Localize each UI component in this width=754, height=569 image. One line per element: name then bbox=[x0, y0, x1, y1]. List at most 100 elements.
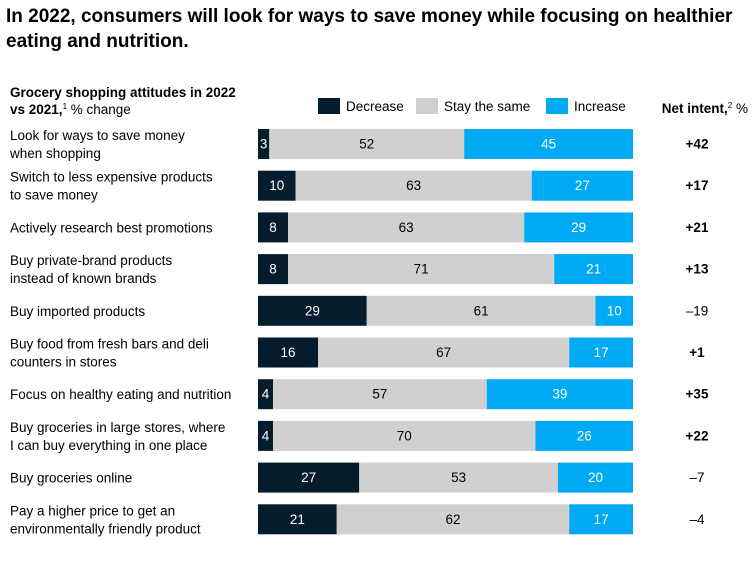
bar-segment-decrease bbox=[258, 254, 288, 285]
bar-segment-decrease bbox=[258, 212, 288, 243]
net-intent-value: +42 bbox=[686, 137, 709, 152]
legend-label-decrease: Decrease bbox=[346, 98, 404, 114]
category-label: Buy private-brand products instead of kno… bbox=[10, 253, 172, 286]
bar-segment-increase bbox=[486, 379, 633, 410]
category-label: Look for ways to save money when shopping bbox=[9, 128, 185, 161]
category-label-line: Look for ways to save money bbox=[10, 128, 185, 143]
bar-segment-same bbox=[318, 337, 570, 368]
data-label-increase: 27 bbox=[575, 178, 590, 193]
subtitle-footnote: 1 bbox=[62, 102, 68, 111]
legend-swatch-decrease bbox=[318, 98, 340, 114]
bar-segment-increase bbox=[554, 254, 633, 285]
data-label-same: 57 bbox=[372, 387, 387, 402]
category-label-line: counters in stores bbox=[10, 355, 117, 370]
bar-segment-increase bbox=[531, 170, 633, 201]
data-label-decrease: 21 bbox=[290, 512, 305, 527]
data-label-decrease: 8 bbox=[269, 262, 277, 277]
bar-segment-increase bbox=[535, 420, 633, 451]
data-label-increase: 21 bbox=[586, 262, 601, 277]
category-label: Actively research best promotions bbox=[10, 220, 213, 235]
data-label-decrease: 27 bbox=[301, 470, 316, 485]
category-label: Focus on healthy eating and nutrition bbox=[10, 387, 231, 402]
category-label-line: Buy food from fresh bars and deli bbox=[10, 337, 209, 352]
bar-segment-same bbox=[273, 379, 487, 410]
bar-segment-same bbox=[288, 212, 525, 243]
bar-segment-increase bbox=[569, 504, 633, 535]
bar-segment-decrease bbox=[258, 337, 318, 368]
category-label-line: I can buy everything in one place bbox=[10, 438, 207, 453]
data-label-decrease: 16 bbox=[280, 345, 295, 360]
data-label-increase: 17 bbox=[594, 345, 609, 360]
bar-segment-decrease bbox=[258, 129, 270, 159]
legend-label-same: Stay the same bbox=[444, 98, 531, 114]
category-label-line: instead of known brands bbox=[10, 271, 157, 286]
data-label-same: 53 bbox=[451, 470, 466, 485]
net-intent-value: +22 bbox=[686, 428, 709, 443]
subtitle-bold: Grocery shopping attitudes in 2022 vs 20… bbox=[10, 85, 236, 117]
net-header-bold: Net intent, bbox=[661, 101, 728, 116]
category-label-line: Buy private-brand products bbox=[10, 253, 172, 268]
data-label-decrease: 8 bbox=[269, 220, 277, 235]
bar-segment-decrease bbox=[258, 504, 337, 535]
bar-segment-decrease bbox=[258, 295, 367, 326]
net-intent-value: +1 bbox=[689, 345, 705, 360]
net-intent-value: +35 bbox=[686, 387, 709, 402]
net-intent-value: –7 bbox=[689, 470, 704, 485]
category-label: Buy imported products bbox=[10, 304, 145, 319]
data-label-same: 63 bbox=[399, 220, 414, 235]
category-label: Switch to less expensive products to save… bbox=[10, 170, 213, 203]
data-label-decrease: 4 bbox=[262, 428, 270, 443]
data-label-decrease: 29 bbox=[305, 303, 320, 318]
data-label-same: 71 bbox=[414, 262, 429, 277]
category-label-line: Pay a higher price to get an bbox=[10, 503, 175, 518]
legend-decrease: Decrease bbox=[318, 98, 404, 114]
subtitle-unit: % change bbox=[67, 102, 131, 117]
legend-swatch-same bbox=[416, 98, 438, 114]
data-label-decrease: 10 bbox=[269, 178, 284, 193]
bar-segment-same bbox=[295, 170, 532, 201]
data-label-decrease: 4 bbox=[262, 387, 270, 402]
bar-segment-same bbox=[288, 254, 555, 285]
net-intent-header: Net intent,2 % bbox=[662, 101, 748, 116]
data-label-same: 61 bbox=[474, 303, 489, 318]
legend-swatch-increase bbox=[546, 98, 568, 114]
data-label-increase: 10 bbox=[607, 303, 622, 318]
category-label: Buy groceries in large stores, where I ca… bbox=[10, 420, 225, 453]
data-label-same: 52 bbox=[359, 137, 374, 152]
data-label-increase: 17 bbox=[594, 512, 609, 527]
data-label-increase: 20 bbox=[588, 470, 603, 485]
bar-segment-same bbox=[366, 295, 596, 326]
data-label-same: 67 bbox=[436, 345, 451, 360]
net-header-footnote: 2 bbox=[727, 101, 733, 110]
chart-title: In 2022, consumers will look for ways to… bbox=[6, 6, 733, 52]
bar-segment-increase bbox=[464, 129, 633, 159]
bar-segment-increase bbox=[595, 295, 633, 326]
category-label-line: Buy groceries in large stores, where bbox=[10, 420, 225, 435]
data-label-increase: 39 bbox=[552, 387, 567, 402]
bar-segment-decrease bbox=[258, 379, 273, 410]
data-label-increase: 45 bbox=[541, 137, 556, 152]
legend-same: Stay the same bbox=[416, 98, 530, 114]
net-intent-value: –4 bbox=[689, 512, 705, 527]
net-header-unit: % bbox=[732, 101, 748, 116]
bar-segment-increase bbox=[569, 337, 633, 368]
bar-segment-same bbox=[273, 420, 536, 451]
legend-label-increase: Increase bbox=[574, 98, 626, 114]
data-label-increase: 29 bbox=[571, 220, 586, 235]
legend-increase: Increase bbox=[546, 98, 626, 114]
net-intent-value: +17 bbox=[686, 178, 709, 193]
bar-segment-same bbox=[359, 462, 558, 493]
chart-subtitle: Grocery shopping attitudes in 2022 vs 20… bbox=[10, 84, 250, 118]
category-label-line: to save money bbox=[10, 188, 98, 203]
bar-segment-same bbox=[336, 504, 570, 535]
category-label-line: environmentally friendly product bbox=[10, 521, 201, 536]
data-label-same: 63 bbox=[406, 178, 421, 193]
bar-segment-increase bbox=[558, 462, 633, 493]
bar-segment-decrease bbox=[258, 420, 273, 451]
net-intent-value: +21 bbox=[686, 220, 709, 235]
data-label-same: 62 bbox=[445, 512, 460, 527]
net-intent-value: +13 bbox=[686, 262, 709, 277]
data-label-increase: 26 bbox=[577, 428, 592, 443]
category-label-line: Switch to less expensive products bbox=[10, 170, 213, 185]
